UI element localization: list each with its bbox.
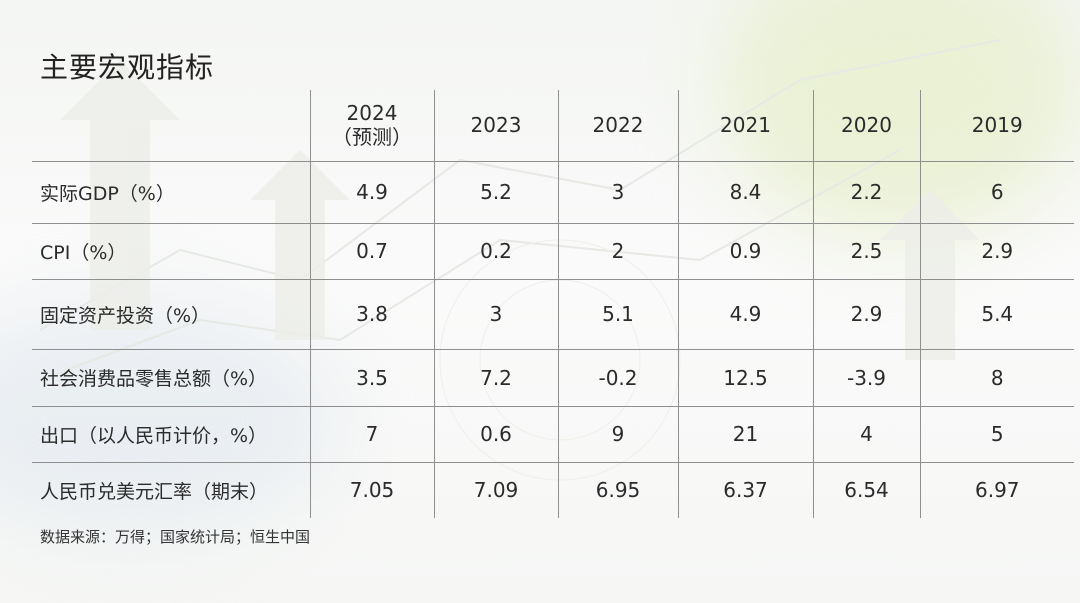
table-cell: 8 xyxy=(919,349,1074,407)
row-label: 出口（以人民币计价，%） xyxy=(32,406,310,463)
table-cell: 4 xyxy=(812,406,920,463)
table-cell: 6 xyxy=(919,161,1074,224)
table-row-cpi: CPI（%） 0.7 0.2 2 0.9 2.5 2.9 xyxy=(32,223,1074,280)
table-cell: 2.5 xyxy=(812,223,920,280)
column-year: 2023 xyxy=(470,113,522,138)
row-label: 人民币兑美元汇率（期末） xyxy=(40,480,269,503)
table-cell: 5 xyxy=(919,406,1074,463)
table-cell: 6.97 xyxy=(919,462,1074,518)
header-row: 2024 （预测） 2023 2022 2021 2020 2019 xyxy=(32,90,1074,162)
column-header-2020: 2020 xyxy=(812,90,920,162)
table-cell: 0.6 xyxy=(433,406,558,463)
page-title: 主要宏观指标 xyxy=(40,51,215,84)
table-cell: 4.9 xyxy=(677,279,813,350)
macro-indicators-table: 2024 （预测） 2023 2022 2021 2020 2019 实际GDP… xyxy=(32,90,1074,518)
column-header-2024: 2024 （预测） xyxy=(309,90,434,162)
row-label: 社会消费品零售总额（%） xyxy=(32,349,310,407)
table-row-retail-sales: 社会消费品零售总额（%） 3.5 7.2 -0.2 12.5 -3.9 8 xyxy=(32,349,1074,407)
table-cell: 0.7 xyxy=(309,223,434,280)
table-cell: 21 xyxy=(677,406,813,463)
column-year: 2022 xyxy=(592,113,644,138)
table-cell: 8.4 xyxy=(677,161,813,224)
table-cell: 12.5 xyxy=(677,349,813,407)
column-year: 2020 xyxy=(841,113,892,138)
table-row-rmb-usd-rate: 人民币兑美元汇率（期末） 7.05 7.09 6.95 6.37 6.54 6.… xyxy=(32,462,1074,518)
data-source-note: 数据来源：万得；国家统计局；恒生中国 xyxy=(40,528,311,546)
row-label: CPI（%） xyxy=(32,223,310,280)
table-cell: 6.95 xyxy=(557,462,678,518)
table-row-fixed-asset-investment: 固定资产投资（%） 3.8 3 5.1 4.9 2.9 5.4 xyxy=(32,279,1074,350)
header-corner-cell xyxy=(32,90,310,162)
column-year: 2024 xyxy=(346,101,398,126)
column-year: 2021 xyxy=(720,113,771,138)
table-cell: 7.2 xyxy=(433,349,558,407)
table-cell: 2 xyxy=(557,223,678,280)
column-header-2019: 2019 xyxy=(919,90,1074,162)
table-cell: 7.09 xyxy=(433,462,558,518)
table-cell: 2.9 xyxy=(812,279,920,350)
column-note: （预测） xyxy=(332,125,412,150)
table-cell: 9 xyxy=(557,406,678,463)
table-cell: 5.1 xyxy=(557,279,678,350)
table-cell: 3.8 xyxy=(309,279,434,350)
table-cell: 0.2 xyxy=(433,223,558,280)
table-cell: 2.9 xyxy=(919,223,1074,280)
table-cell: 2.2 xyxy=(812,161,920,224)
row-label: 实际GDP（%） xyxy=(32,161,310,224)
table-cell: 5.4 xyxy=(919,279,1074,350)
table-cell: 6.54 xyxy=(812,462,920,518)
table-cell: -0.2 xyxy=(557,349,678,407)
row-label: 固定资产投资（%） xyxy=(32,279,310,350)
table-row-real-gdp: 实际GDP（%） 4.9 5.2 3 8.4 2.2 6 xyxy=(32,161,1074,224)
table-cell: 0.9 xyxy=(677,223,813,280)
table-cell: -3.9 xyxy=(812,349,920,407)
table-cell: 3.5 xyxy=(309,349,434,407)
table-cell: 6.37 xyxy=(677,462,813,518)
table-row-exports: 出口（以人民币计价，%） 7 0.6 9 21 4 5 xyxy=(32,406,1074,463)
table-cell: 3 xyxy=(557,161,678,224)
table-cell: 3 xyxy=(433,279,558,350)
column-year: 2019 xyxy=(971,113,1023,138)
table-cell: 5.2 xyxy=(433,161,558,224)
column-header-2021: 2021 xyxy=(677,90,813,162)
table-cell: 7.05 xyxy=(309,462,434,518)
table-cell: 4.9 xyxy=(309,161,434,224)
table-cell: 7 xyxy=(309,406,434,463)
column-header-2022: 2022 xyxy=(557,90,678,162)
column-header-2023: 2023 xyxy=(433,90,558,162)
